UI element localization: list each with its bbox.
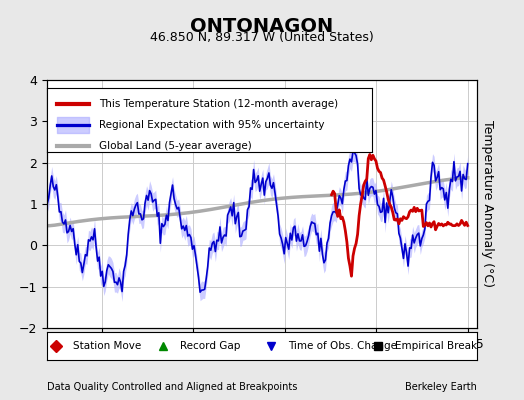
Text: Empirical Break: Empirical Break — [395, 341, 477, 351]
Text: Time of Obs. Change: Time of Obs. Change — [288, 341, 397, 351]
Text: Global Land (5-year average): Global Land (5-year average) — [99, 141, 252, 151]
Text: Record Gap: Record Gap — [180, 341, 241, 351]
Text: Berkeley Earth: Berkeley Earth — [405, 382, 477, 392]
Text: 46.850 N, 89.317 W (United States): 46.850 N, 89.317 W (United States) — [150, 32, 374, 44]
Text: Station Move: Station Move — [73, 341, 141, 351]
Text: This Temperature Station (12-month average): This Temperature Station (12-month avera… — [99, 99, 339, 109]
Text: Regional Expectation with 95% uncertainty: Regional Expectation with 95% uncertaint… — [99, 120, 325, 130]
Text: ONTONAGON: ONTONAGON — [190, 16, 334, 36]
Text: Data Quality Controlled and Aligned at Breakpoints: Data Quality Controlled and Aligned at B… — [47, 382, 298, 392]
Y-axis label: Temperature Anomaly (°C): Temperature Anomaly (°C) — [481, 120, 494, 288]
